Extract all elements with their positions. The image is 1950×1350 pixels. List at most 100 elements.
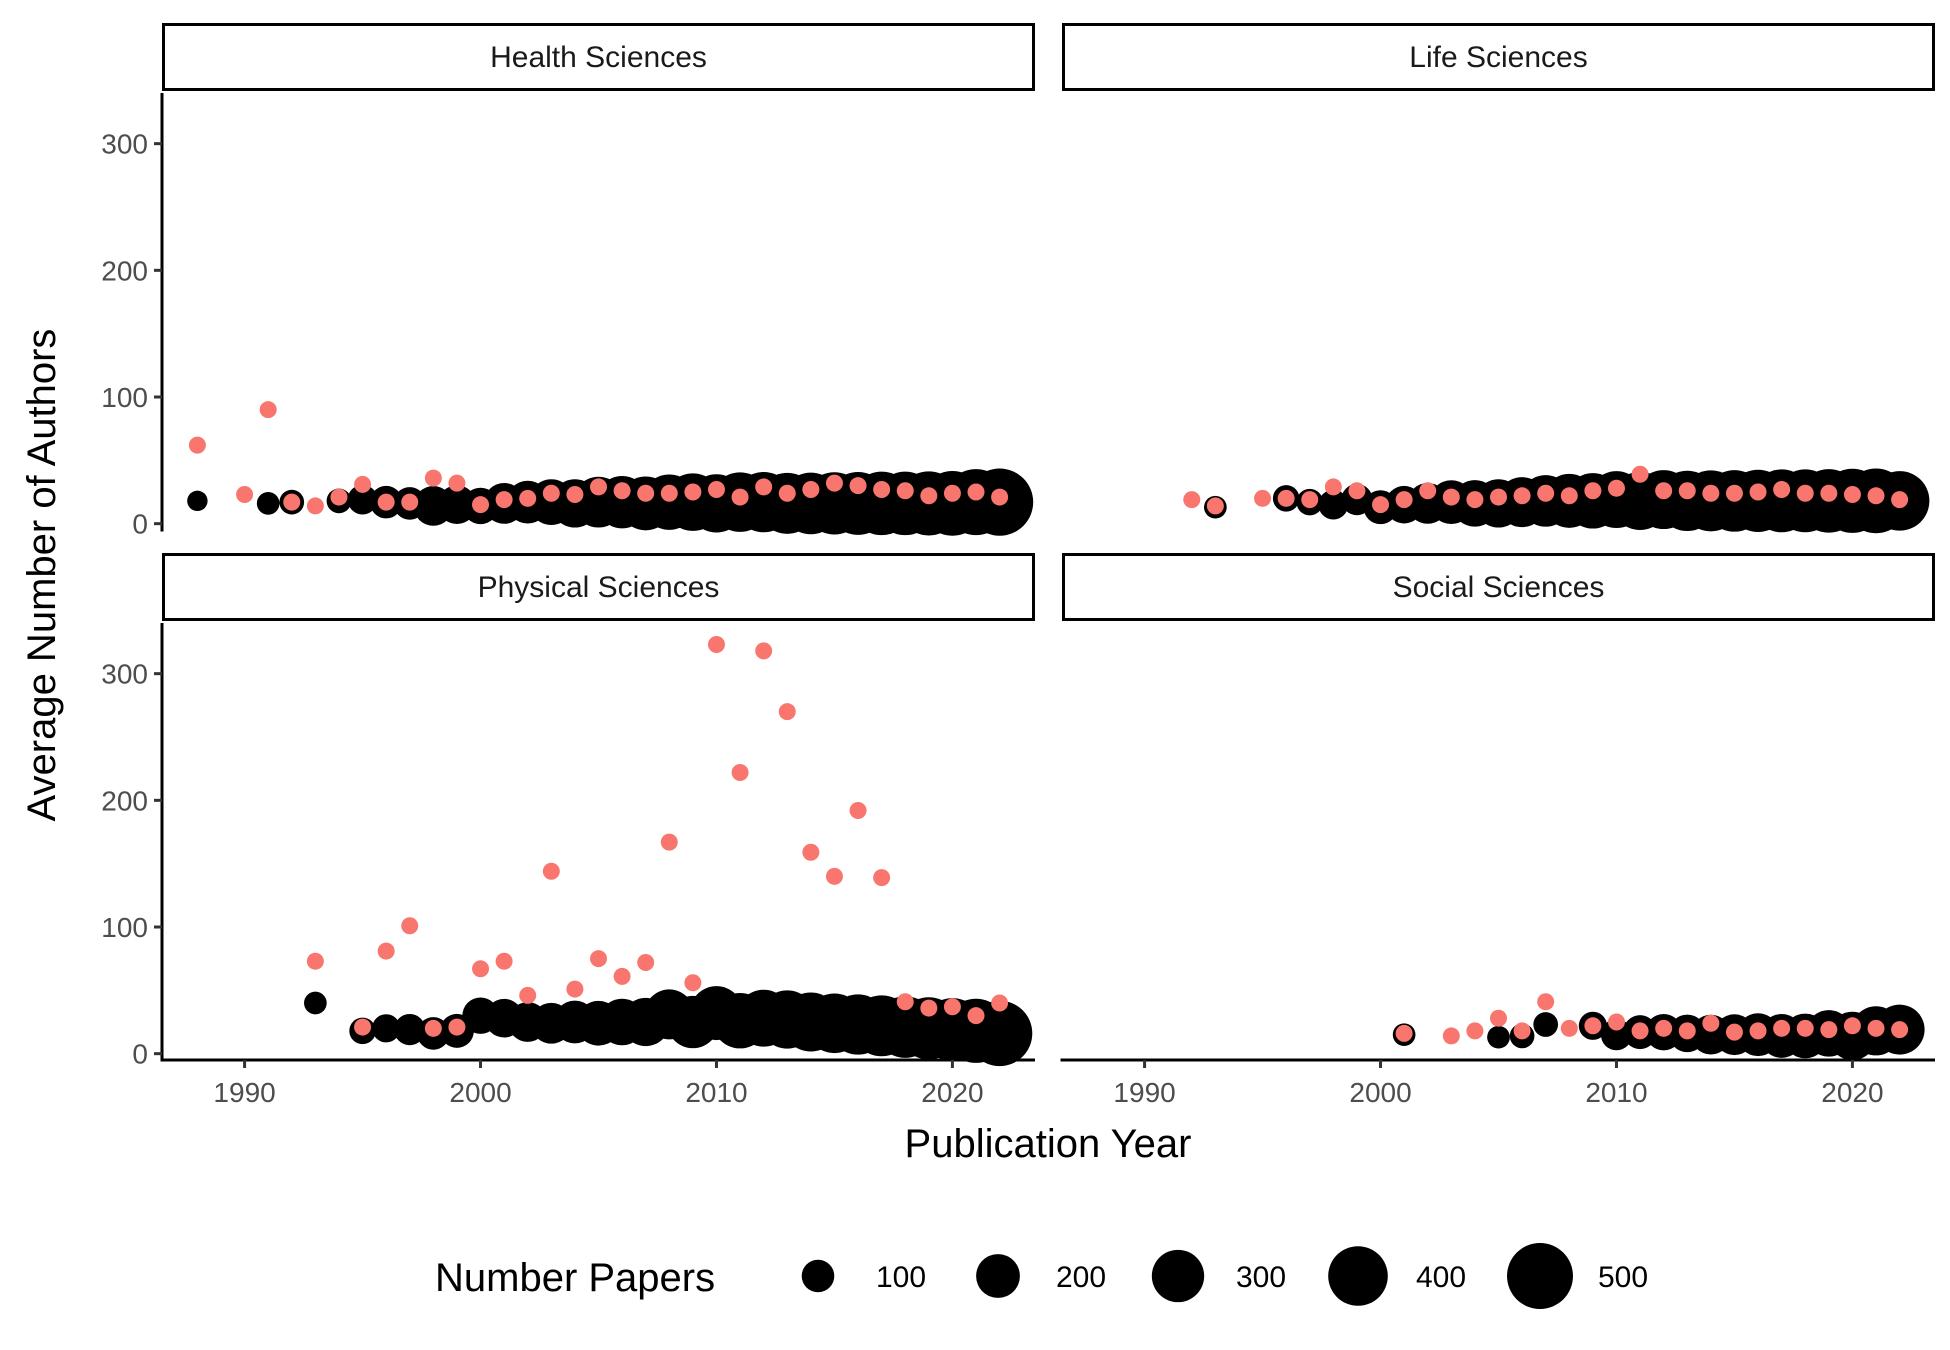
x-tick-label: 2020 [921,1077,983,1108]
red-point [1749,1022,1767,1040]
red-point [1301,491,1319,509]
black-point [256,492,280,515]
red-point [755,642,773,660]
red-point [519,489,537,507]
red-point [1843,1017,1861,1035]
facet-strip-label: Social Sciences [1393,571,1605,604]
black-point [1533,1012,1559,1037]
red-point [613,482,631,500]
x-tick-label: 1990 [213,1077,275,1108]
red-point [1584,1017,1602,1035]
red-point [896,993,914,1011]
facet-strip-label: Health Sciences [490,41,707,74]
red-point [448,474,466,492]
red-point [542,484,560,502]
red-point [1796,1019,1814,1037]
y-tick-label: 100 [101,912,148,943]
red-point [377,942,395,960]
legend-key-label: 100 [876,1261,926,1294]
red-point [1773,480,1791,498]
red-point [637,953,655,971]
red-point [590,478,607,496]
red-point [1395,1024,1413,1042]
legend-key-circle [1507,1243,1573,1309]
red-point [873,869,891,887]
red-point [1372,496,1390,514]
size-legend: Number Papers 100 200 300 400 500 [435,1243,1648,1309]
red-point [825,474,843,492]
red-point [1891,1021,1909,1039]
legend-key-circle [801,1259,835,1293]
red-point [660,833,678,851]
red-point [1537,484,1555,502]
facet-strip [162,553,1035,621]
x-tick-label: 2020 [1821,1077,1883,1108]
legend-key-label: 300 [1236,1261,1286,1294]
red-point [1513,1022,1531,1040]
red-point [354,475,372,493]
red-point [495,491,513,509]
red-point [849,801,867,819]
facet-strip [1062,23,1935,91]
red-point [283,493,301,511]
red-point [1843,486,1861,504]
red-point [566,980,584,998]
legend-key-circle [976,1254,1020,1298]
y-tick-label: 200 [101,785,148,816]
red-point [424,469,442,487]
red-point [1702,484,1720,502]
red-point [401,917,419,935]
red-point [1442,488,1460,506]
red-point [1537,993,1555,1011]
red-point [1867,1019,1885,1037]
red-point [755,478,773,496]
red-point [1348,482,1366,500]
red-point [1725,484,1743,502]
red-point [943,998,961,1016]
red-point [1584,482,1602,500]
red-point [1891,491,1909,509]
red-point [542,862,560,880]
facet-health-sciences: Health Sciences 0 100 200 300 [101,23,1035,540]
red-point [991,994,1009,1012]
x-axis-title: Publication Year [905,1122,1192,1166]
legend-key-circle [1151,1249,1205,1303]
red-point [1183,491,1201,509]
red-point [1490,1009,1507,1027]
red-point [424,1019,442,1037]
red-point [778,703,796,721]
black-point [347,484,378,515]
y-tick-label: 300 [101,659,148,690]
x-tick-label: 2000 [449,1077,511,1108]
black-point [187,490,208,512]
red-point [1678,1022,1696,1040]
red-point [660,484,678,502]
facet-life-sciences: Life Sciences [1062,23,1935,534]
black-point [372,1014,401,1043]
red-point [1560,1019,1578,1037]
y-tick-label: 200 [101,255,148,286]
red-point [188,436,206,454]
legend-key-circle [1328,1246,1388,1306]
red-point [259,401,277,419]
y-tick-label: 0 [132,1039,148,1070]
red-point [1867,487,1885,505]
red-point [519,986,537,1004]
red-point [1631,465,1649,483]
red-point [1773,1019,1791,1037]
black-point [1487,1025,1510,1049]
x-tick-label: 1990 [1113,1077,1175,1108]
red-point [1395,491,1413,509]
red-point [896,482,914,500]
red-point [236,486,254,504]
red-point [849,477,867,495]
red-point [1607,1013,1625,1031]
red-point [684,483,702,501]
red-point [1466,491,1484,509]
x-tick-label: 2010 [1585,1077,1647,1108]
legend-key-label: 500 [1598,1261,1648,1294]
red-point [920,999,938,1017]
red-point [1749,483,1767,501]
y-tick-label: 100 [101,382,148,413]
